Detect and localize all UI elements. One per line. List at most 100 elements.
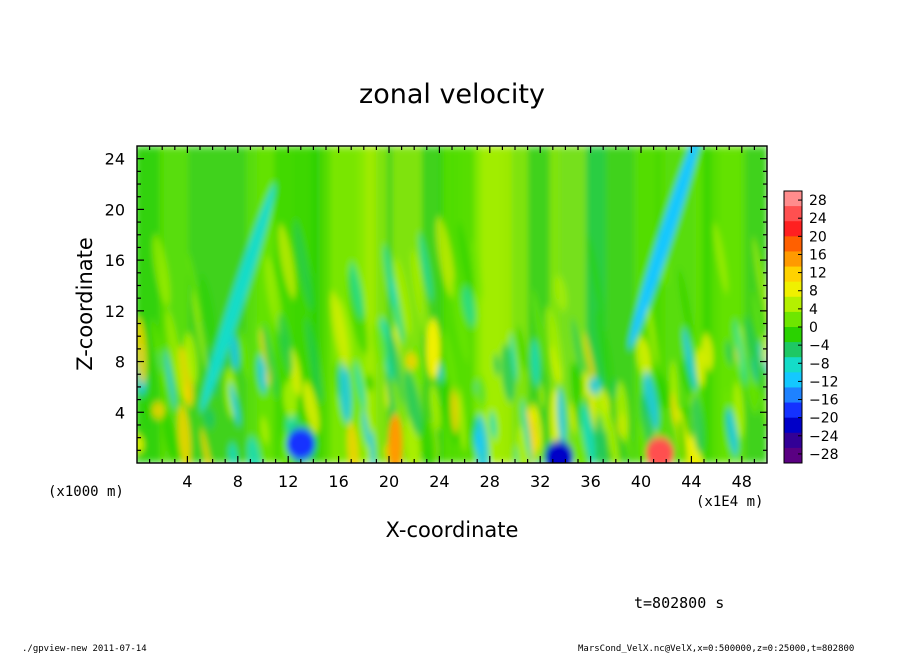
colorbar-swatch xyxy=(784,357,802,373)
colorbar-label: 20 xyxy=(809,229,827,245)
colorbar-swatch xyxy=(784,327,802,343)
field-filament xyxy=(410,250,431,342)
field-filament xyxy=(389,277,404,344)
y-tick-label: 20 xyxy=(105,200,125,219)
field-filament xyxy=(429,384,441,431)
x-unit-label: (x1E4 m) xyxy=(696,494,763,510)
field-filament xyxy=(442,330,458,396)
field-filament xyxy=(184,335,194,381)
x-tick-label: 20 xyxy=(379,472,399,491)
field-filament xyxy=(458,387,466,452)
colorbar-swatch xyxy=(784,417,802,434)
field-filament xyxy=(531,289,549,378)
colorbar-swatch xyxy=(784,296,802,313)
field-filament xyxy=(203,407,216,429)
heatmap-field xyxy=(137,146,767,463)
colorbar-swatch xyxy=(784,447,802,464)
field-filament xyxy=(229,382,241,426)
field-filament xyxy=(247,437,262,463)
field-filament xyxy=(403,370,423,436)
field-filament xyxy=(228,443,238,463)
field-feature xyxy=(426,318,441,379)
field-filament xyxy=(733,319,748,386)
colorbar-label: −20 xyxy=(809,411,839,427)
field-filament xyxy=(726,408,739,457)
colorbar-label: 0 xyxy=(809,320,818,336)
field-filament xyxy=(695,347,706,387)
colorbar-label: −24 xyxy=(809,429,839,445)
field-filament xyxy=(394,258,412,336)
field-filament xyxy=(587,235,605,322)
colorbar-swatch xyxy=(784,372,802,388)
colorbar-swatch xyxy=(784,342,802,358)
field-filament xyxy=(713,222,729,294)
field-filament xyxy=(349,262,364,319)
field-filament xyxy=(615,381,629,442)
field-filament xyxy=(239,330,249,380)
field-filament xyxy=(691,394,704,455)
colorbar-label: −8 xyxy=(809,356,830,372)
x-tick-label: 36 xyxy=(580,472,600,491)
field-filament xyxy=(457,222,474,301)
field-filament xyxy=(573,363,584,395)
field-filament xyxy=(570,401,576,434)
heatmap-features xyxy=(200,146,704,463)
x-tick-label: 16 xyxy=(328,472,348,491)
field-filament xyxy=(733,381,745,439)
colorbar-swatch xyxy=(784,251,802,268)
field-filament xyxy=(386,332,402,387)
field-filament xyxy=(701,333,714,371)
field-filament xyxy=(554,275,568,312)
field-filament xyxy=(516,325,528,372)
field-filament xyxy=(386,370,397,430)
field-filament xyxy=(152,234,171,307)
field-filament xyxy=(369,429,376,463)
field-filament xyxy=(137,317,147,384)
footer-left: ./gpview-new 2011-07-14 xyxy=(22,644,147,654)
field-filament xyxy=(588,377,601,395)
field-filament xyxy=(418,232,433,302)
x-tick-label: 12 xyxy=(278,472,298,491)
field-filament xyxy=(596,415,607,463)
field-filament xyxy=(187,253,202,323)
field-filament xyxy=(752,237,767,331)
field-filament xyxy=(338,361,352,423)
field-filament xyxy=(556,388,566,449)
field-filament xyxy=(405,352,418,370)
field-filament xyxy=(303,381,320,434)
chart-title: zonal velocity xyxy=(359,79,545,110)
field-filament xyxy=(437,363,443,382)
field-filament xyxy=(469,240,483,300)
field-filament xyxy=(643,371,659,430)
x-tick-label: 8 xyxy=(233,472,243,491)
colorbar-label: −12 xyxy=(809,374,839,390)
field-feature xyxy=(286,427,315,460)
field-filament xyxy=(529,403,539,421)
field-filament xyxy=(645,299,659,367)
colorbar-swatch xyxy=(784,281,802,298)
colorbar-swatch xyxy=(784,387,802,404)
y-axis-label: Z-coordinate xyxy=(73,237,97,371)
colorbar-label: 12 xyxy=(809,266,827,282)
field-filament xyxy=(305,317,323,403)
colorbar-swatch xyxy=(784,402,802,419)
field-filament xyxy=(294,219,313,311)
field-filament xyxy=(200,428,213,463)
field-filament xyxy=(330,291,349,371)
field-filament xyxy=(164,350,176,409)
y-tick-label: 8 xyxy=(115,353,125,372)
field-filament xyxy=(678,268,694,342)
field-filament xyxy=(365,374,374,392)
field-filament xyxy=(354,362,366,411)
field-filament xyxy=(638,422,645,462)
field-feature xyxy=(388,413,403,463)
field-feature xyxy=(628,146,704,349)
field-filament xyxy=(587,388,598,432)
colorbar-label: 16 xyxy=(809,247,827,263)
colorbar-label: 28 xyxy=(809,193,827,209)
field-filament xyxy=(462,286,476,327)
x-tick-label: 40 xyxy=(631,472,651,491)
colorbar-swatch xyxy=(784,191,802,207)
field-filament xyxy=(264,256,283,336)
